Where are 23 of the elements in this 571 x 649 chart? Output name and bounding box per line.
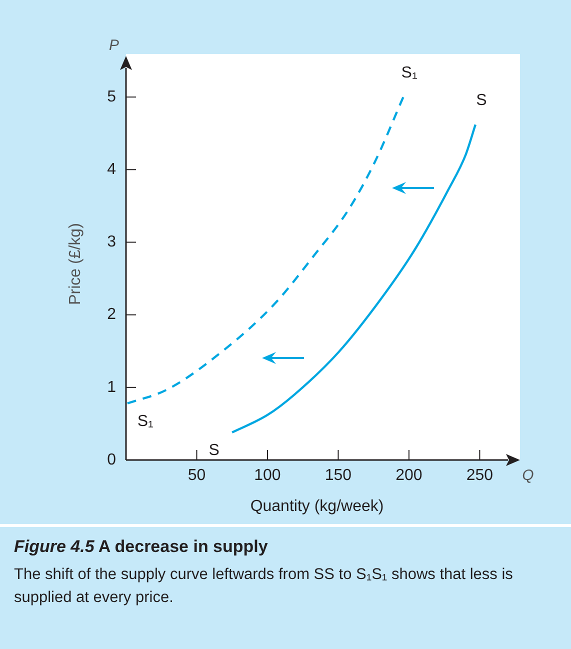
line-series bbox=[126, 96, 404, 404]
line-series bbox=[231, 124, 477, 434]
text: S bbox=[208, 442, 220, 459]
series-label: S₁ bbox=[137, 412, 154, 430]
y-tick-label: 0 bbox=[107, 451, 116, 468]
x-tick-label: 250 bbox=[466, 467, 494, 484]
x-tick-label: 200 bbox=[396, 467, 422, 484]
x-tick-label: 100 bbox=[254, 467, 281, 484]
x-axis-title: Quantity (kg/week) bbox=[250, 498, 384, 515]
x-tick-label: 150 bbox=[324, 467, 352, 484]
y-tick-label: 1 bbox=[107, 378, 116, 396]
y-tick-label: 4 bbox=[107, 161, 116, 178]
text: Figure 4.5 A decrease in supply bbox=[14, 537, 269, 557]
text: P bbox=[108, 37, 120, 54]
y-tick-label: 5 bbox=[107, 88, 116, 106]
y-axis-title: Price (£/kg) bbox=[67, 223, 84, 305]
series-label: S bbox=[476, 92, 487, 110]
y-tick-label: 3 bbox=[107, 234, 116, 251]
text: Q bbox=[522, 467, 534, 484]
x-tick-label: 50 bbox=[188, 467, 206, 484]
text: S₁ bbox=[401, 64, 418, 82]
text: The shift of the supply curve leftwards from SS to S₁S₁ shows that less is supplied at every price. bbox=[14, 565, 514, 608]
y-tick-label: 2 bbox=[107, 306, 116, 324]
